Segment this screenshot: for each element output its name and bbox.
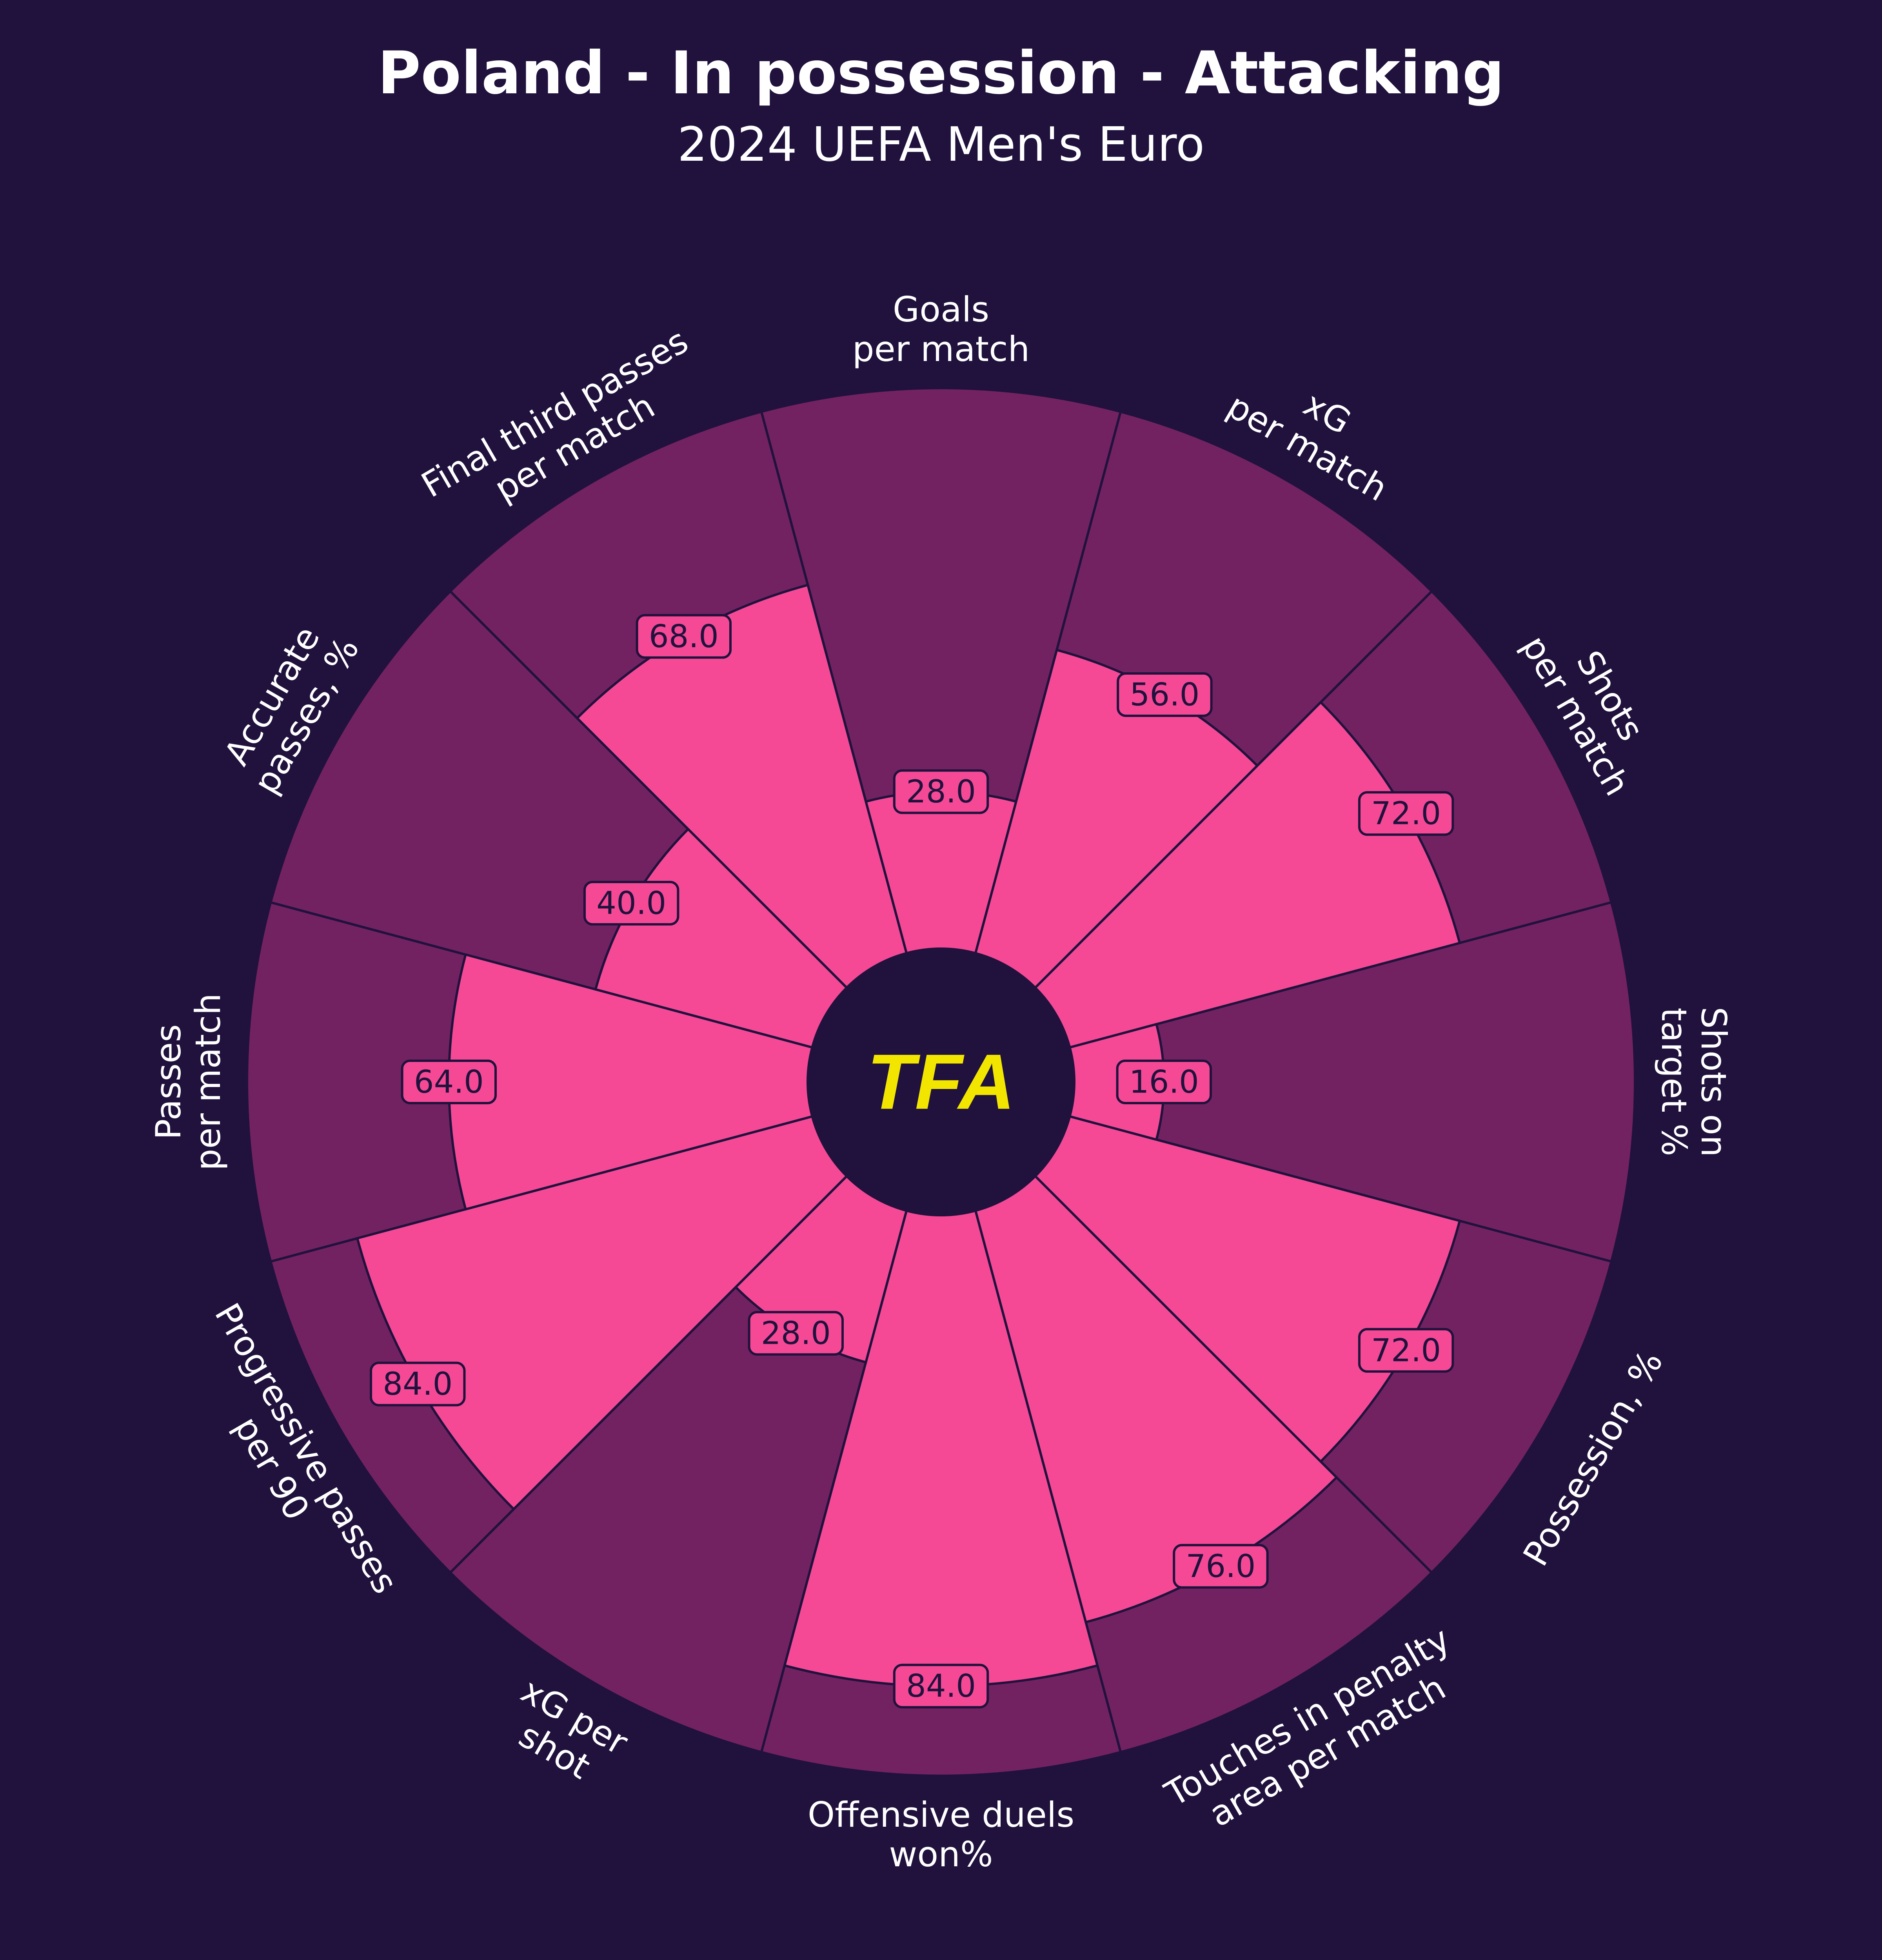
category-label: Goalsper match — [852, 289, 1030, 369]
value-label-text: 68.0 — [649, 618, 719, 655]
chart-container: Poland - In possession - Attacking 2024 … — [0, 0, 1882, 1960]
value-label-text: 84.0 — [383, 1366, 452, 1402]
value-label-text: 28.0 — [761, 1315, 831, 1352]
category-label-line: Shots on — [1693, 1007, 1734, 1157]
radial-bar-chart: 28.0 56.0 72.0 16.0 72.0 76.0 84.0 28.0 84.0 64.0… — [0, 0, 1882, 1960]
value-label-text: 84.0 — [906, 1668, 976, 1704]
category-label-line: per match — [852, 329, 1030, 369]
value-label-text: 56.0 — [1130, 677, 1199, 713]
value-label-text: 40.0 — [596, 885, 666, 922]
category-label-line: per match — [188, 993, 228, 1171]
category-label-line: target % — [1654, 1007, 1694, 1156]
category-label: Offensive duelswon% — [808, 1795, 1074, 1875]
value-label-text: 64.0 — [414, 1064, 484, 1100]
category-label-line: Offensive duels — [808, 1795, 1074, 1835]
center-logo-text: TFA — [867, 1038, 1015, 1126]
category-label-line: won% — [889, 1834, 993, 1875]
value-label-text: 72.0 — [1371, 1332, 1441, 1368]
category-label-line: Passes — [148, 1024, 189, 1140]
category-label-line: Goals — [893, 289, 989, 330]
value-label-text: 72.0 — [1371, 795, 1441, 832]
category-label: Shots ontarget % — [1654, 1007, 1734, 1157]
value-label-text: 28.0 — [906, 773, 976, 810]
value-label-text: 76.0 — [1186, 1548, 1255, 1584]
category-label: Passesper match — [148, 993, 228, 1171]
value-label-text: 16.0 — [1129, 1064, 1199, 1100]
